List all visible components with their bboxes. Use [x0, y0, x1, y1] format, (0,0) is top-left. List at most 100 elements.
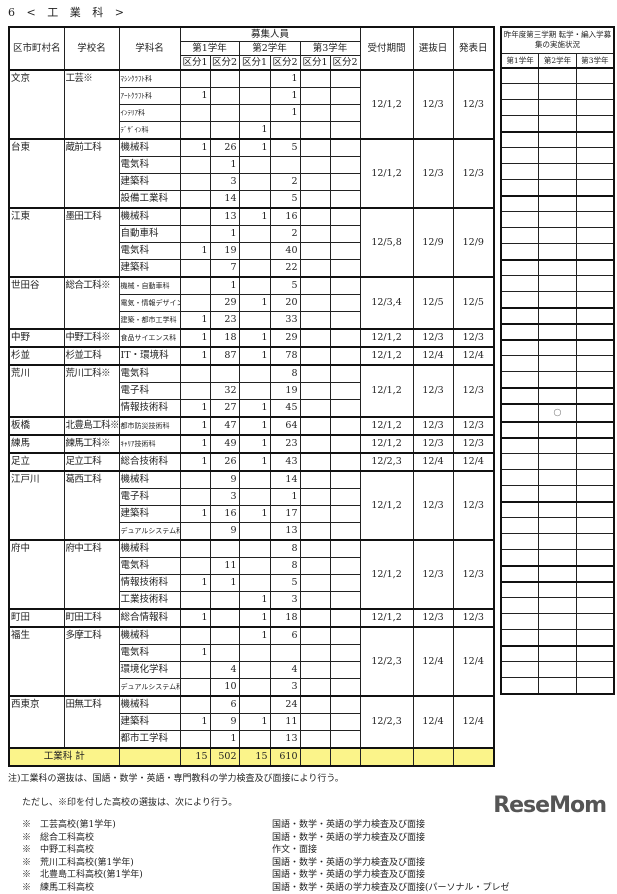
prev-row	[501, 244, 614, 260]
prev-row	[501, 212, 614, 228]
total-count-cell: 15	[239, 748, 270, 766]
recruit-count-cell	[330, 226, 360, 243]
recruit-count-cell	[330, 679, 360, 697]
school-cell: 田無工科	[64, 696, 119, 748]
selection-cell: 12/3	[413, 139, 453, 208]
recruit-count-cell	[239, 558, 270, 575]
subject-cell: ｲﾝﾃﾘｱ科	[119, 105, 180, 122]
recruit-count-cell	[330, 105, 360, 122]
total-blank	[413, 748, 453, 766]
header-k2: 区分2	[330, 56, 360, 71]
selection-cell: 12/3	[413, 417, 453, 435]
recruit-count-cell: 6	[270, 627, 300, 645]
recruit-count-cell	[300, 592, 330, 610]
prev-cell	[576, 292, 614, 308]
header-k1: 区分1	[239, 56, 270, 71]
recruit-count-cell	[300, 696, 330, 714]
school-cell: 中野工科※	[64, 329, 119, 347]
recruit-count-cell	[300, 471, 330, 489]
recruit-count-cell	[330, 243, 360, 260]
recruit-count-cell: 1	[239, 329, 270, 347]
recruit-count-cell: 1	[180, 139, 210, 157]
subject-cell: ﾏｼﾝｸﾗﾌﾄ科	[119, 70, 180, 88]
recruit-count-cell: 1	[239, 609, 270, 627]
prev-cell	[539, 646, 577, 662]
recruit-count-cell: 1	[239, 139, 270, 157]
announce-cell: 12/3	[453, 417, 494, 435]
announce-cell: 12/3	[453, 139, 494, 208]
recruit-count-cell: 1	[239, 295, 270, 312]
prev-cell	[539, 308, 577, 324]
prev-cell	[501, 68, 539, 84]
subject-cell: 機械科	[119, 696, 180, 714]
recruit-count-cell	[330, 400, 360, 418]
recruit-count-cell: 1	[239, 400, 270, 418]
prev-cell	[576, 566, 614, 582]
header-grade3: 第3学年	[300, 42, 360, 56]
recruit-count-cell	[180, 277, 210, 295]
note-item: ※ 総合工科高校国語・数学・英語の学力検査及び面接	[22, 832, 608, 845]
subject-cell: 建築科	[119, 714, 180, 731]
recruit-count-cell	[300, 662, 330, 679]
recruit-count-cell: 1	[180, 453, 210, 471]
header-grade1: 第1学年	[180, 42, 239, 56]
prev-cell	[501, 148, 539, 164]
reception-cell: 12/1,2	[360, 347, 413, 365]
recruit-count-cell	[300, 417, 330, 435]
recruit-count-cell: 1	[180, 329, 210, 347]
recruit-count-cell	[330, 277, 360, 295]
recruit-count-cell	[300, 383, 330, 400]
subject-cell: 情報技術科	[119, 400, 180, 418]
recruit-count-cell	[210, 122, 239, 140]
recruit-count-cell: 2	[270, 174, 300, 191]
prev-cell	[501, 502, 539, 518]
ward-cell: 練馬	[9, 435, 64, 453]
selection-cell: 12/5	[413, 277, 453, 329]
reception-cell: 12/1,2	[360, 365, 413, 417]
recruit-count-cell: 1	[180, 243, 210, 260]
recruit-count-cell: 45	[270, 400, 300, 418]
prev-header-g1: 第1学年	[501, 53, 539, 68]
recruit-count-cell	[300, 435, 330, 453]
prev-row	[501, 164, 614, 180]
selection-cell: 12/3	[413, 329, 453, 347]
recruit-count-cell: 14	[270, 471, 300, 489]
prev-row	[501, 388, 614, 404]
recruit-count-cell	[180, 523, 210, 541]
recruit-count-cell	[330, 383, 360, 400]
reception-cell: 12/1,2	[360, 139, 413, 208]
recruit-count-cell	[180, 489, 210, 506]
recruit-count-cell	[210, 365, 239, 383]
prev-cell	[576, 180, 614, 196]
recruit-count-cell	[180, 627, 210, 645]
prev-row	[501, 518, 614, 534]
recruit-count-cell	[180, 383, 210, 400]
recruit-count-cell	[210, 88, 239, 105]
recruit-count-cell	[300, 260, 330, 278]
prev-cell	[539, 566, 577, 582]
recruit-count-cell	[300, 575, 330, 592]
recruit-count-cell: 11	[270, 714, 300, 731]
subject-cell: 総合技術科	[119, 453, 180, 471]
prev-cell	[576, 470, 614, 486]
recruit-count-cell	[330, 139, 360, 157]
recruit-count-cell: 1	[270, 70, 300, 88]
recruit-count-cell	[239, 540, 270, 558]
prev-cell	[501, 518, 539, 534]
recruit-count-cell	[239, 226, 270, 243]
recruit-count-cell	[330, 191, 360, 209]
header-school: 学校名	[64, 27, 119, 70]
recruit-count-cell: 18	[270, 609, 300, 627]
ward-cell: 板橋	[9, 417, 64, 435]
recruit-count-cell: 20	[270, 295, 300, 312]
ward-cell: 中野	[9, 329, 64, 347]
prev-cell	[501, 196, 539, 212]
recruit-count-cell	[270, 645, 300, 662]
recruit-count-cell: 9	[210, 714, 239, 731]
recruit-count-cell	[239, 277, 270, 295]
ward-cell: 福生	[9, 627, 64, 696]
announce-cell: 12/4	[453, 627, 494, 696]
prev-cell	[539, 422, 577, 438]
